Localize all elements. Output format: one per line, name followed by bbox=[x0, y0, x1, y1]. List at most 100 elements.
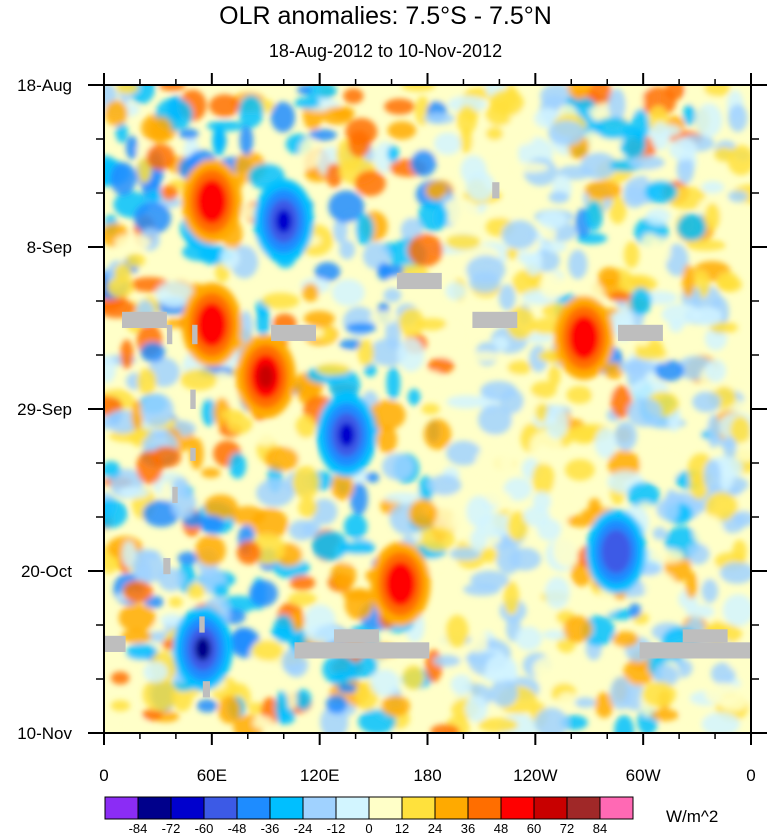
anomaly-cell bbox=[445, 614, 469, 648]
colorbar-swatch bbox=[335, 796, 370, 820]
x-tick-label: 180 bbox=[413, 766, 441, 785]
anomaly-cell bbox=[631, 108, 650, 142]
colorbar-label: 48 bbox=[494, 821, 508, 834]
anomaly-cell bbox=[331, 472, 354, 501]
anomaly-cell bbox=[618, 274, 658, 294]
anomaly-cell bbox=[226, 415, 253, 434]
missing-data-patch bbox=[190, 389, 196, 409]
missing-data-patch bbox=[192, 324, 198, 345]
anomaly-cell bbox=[322, 654, 356, 685]
anomaly-feature bbox=[575, 325, 592, 350]
anomaly-cell bbox=[380, 695, 411, 717]
anomaly-cell bbox=[450, 674, 473, 695]
anomaly-cell bbox=[214, 371, 231, 384]
anomaly-cell bbox=[689, 472, 709, 500]
anomaly-cell bbox=[249, 580, 278, 607]
anomaly-cell bbox=[364, 362, 377, 377]
missing-data-patch bbox=[639, 642, 751, 659]
anomaly-cell bbox=[640, 86, 677, 117]
anomaly-cell bbox=[628, 603, 642, 618]
anomaly-cell bbox=[701, 712, 740, 733]
anomaly-cell bbox=[231, 627, 255, 653]
colorbar-label: 0 bbox=[365, 821, 372, 834]
anomaly-cell bbox=[354, 170, 386, 197]
y-tick-label: 8-Sep bbox=[27, 238, 72, 257]
anomaly-cell bbox=[136, 368, 157, 395]
anomaly-cell bbox=[136, 450, 164, 485]
anomaly-cell bbox=[180, 368, 218, 391]
anomaly-cell bbox=[201, 398, 217, 427]
missing-data-patch bbox=[271, 324, 316, 341]
anomaly-cell bbox=[104, 498, 128, 529]
colorbar-swatch bbox=[170, 796, 205, 820]
anomaly-cell bbox=[649, 237, 672, 266]
anomaly-cell bbox=[728, 190, 748, 203]
anomaly-cell bbox=[239, 124, 254, 156]
anomaly-cell bbox=[532, 462, 555, 496]
anomaly-cell bbox=[493, 201, 520, 221]
anomaly-cell bbox=[592, 383, 617, 399]
anomaly-cell bbox=[585, 665, 600, 684]
colorbar-swatch bbox=[599, 796, 634, 820]
anomaly-cell bbox=[401, 85, 436, 92]
anomaly-cell bbox=[574, 697, 596, 708]
anomaly-cell bbox=[325, 163, 343, 188]
anomaly-cell bbox=[118, 486, 150, 499]
anomaly-cell bbox=[110, 700, 131, 712]
anomaly-cell bbox=[423, 112, 455, 125]
anomaly-cell bbox=[594, 117, 633, 140]
anomaly-cell bbox=[722, 594, 751, 627]
anomaly-feature bbox=[275, 209, 292, 234]
anomaly-cell bbox=[541, 226, 557, 241]
anomaly-cell bbox=[287, 592, 317, 607]
anomaly-cell bbox=[297, 85, 312, 95]
colorbar-swatch bbox=[203, 796, 238, 820]
missing-data-patch bbox=[172, 486, 178, 503]
anomaly-cell bbox=[339, 239, 356, 260]
anomaly-cell bbox=[627, 482, 660, 509]
colorbar-swatch bbox=[104, 796, 139, 820]
anomaly-cell bbox=[365, 472, 380, 483]
anomaly-cell bbox=[408, 498, 438, 529]
anomaly-cell bbox=[685, 604, 715, 619]
anomaly-cell bbox=[125, 135, 139, 160]
colorbar-label: -60 bbox=[195, 821, 214, 834]
anomaly-cell bbox=[664, 489, 680, 522]
anomaly-cell bbox=[195, 534, 226, 567]
anomaly-cell bbox=[294, 97, 321, 109]
anomaly-cell bbox=[456, 105, 478, 134]
anomaly-cell bbox=[182, 243, 218, 261]
anomaly-cell bbox=[431, 508, 460, 533]
anomaly-cell bbox=[275, 690, 289, 725]
anomaly-cell bbox=[445, 282, 466, 301]
missing-data-patches bbox=[104, 182, 751, 698]
anomaly-cell bbox=[158, 85, 186, 92]
anomaly-cell bbox=[289, 575, 316, 591]
colorbar-label: 72 bbox=[560, 821, 574, 834]
anomaly-cell bbox=[316, 351, 355, 368]
anomaly-cell bbox=[628, 155, 665, 170]
anomaly-cell bbox=[728, 104, 748, 132]
chart-subtitle: 18-Aug-2012 to 10-Nov-2012 bbox=[268, 41, 503, 61]
anomaly-cell bbox=[228, 452, 247, 479]
anomaly-cell bbox=[114, 234, 151, 251]
missing-data-patch bbox=[682, 629, 728, 643]
anomaly-cell bbox=[584, 180, 622, 200]
anomaly-cell bbox=[131, 399, 144, 430]
anomaly-cell bbox=[651, 709, 679, 722]
anomaly-cell bbox=[239, 310, 253, 343]
anomaly-cell bbox=[642, 681, 677, 708]
anomaly-cell bbox=[204, 494, 238, 520]
missing-data-patch bbox=[166, 324, 173, 345]
colorbar-unit-label: W/m^2 bbox=[666, 807, 718, 826]
anomaly-cell bbox=[668, 137, 698, 161]
anomaly-cell bbox=[145, 143, 175, 171]
anomaly-cell bbox=[115, 121, 128, 143]
anomaly-cell bbox=[465, 695, 488, 722]
anomaly-cell bbox=[368, 400, 406, 431]
anomaly-feature bbox=[257, 364, 274, 389]
anomaly-cell bbox=[104, 355, 116, 383]
y-tick-label: 20-Oct bbox=[21, 562, 72, 581]
x-tick-label: 60E bbox=[197, 766, 227, 785]
